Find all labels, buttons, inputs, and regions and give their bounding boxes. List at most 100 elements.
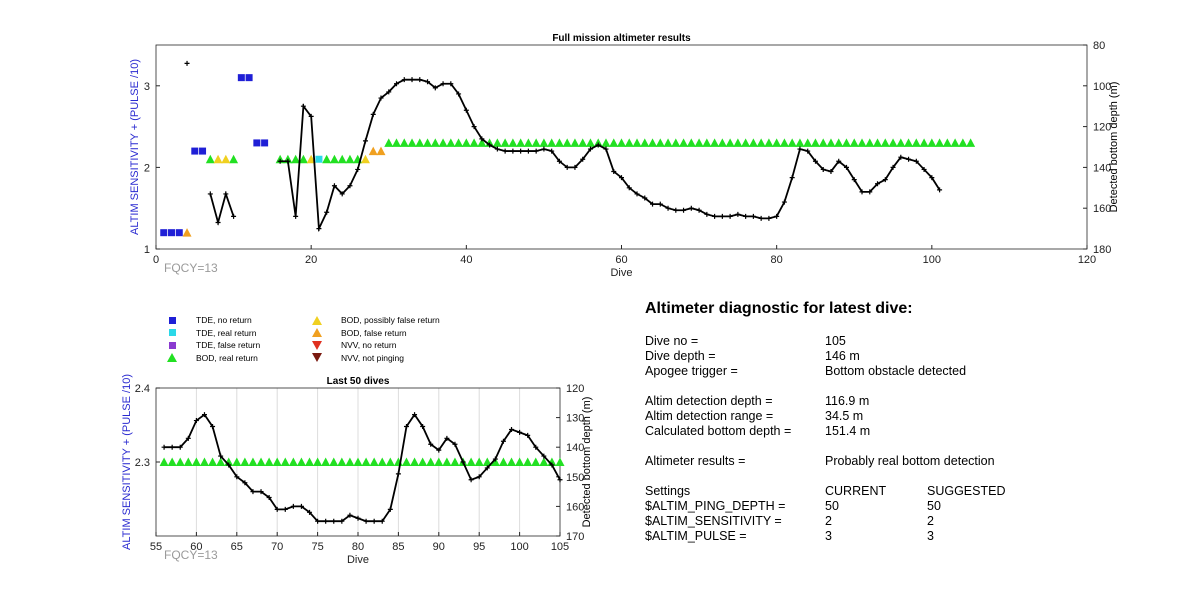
legend-item: TDE, false return (160, 340, 260, 350)
data-point-triangle (159, 457, 169, 466)
data-point-triangle (399, 138, 409, 147)
y-left-tick-label: 2.3 (135, 457, 150, 469)
data-point-triangle (361, 457, 371, 466)
data-point-triangle (221, 154, 231, 164)
depth-point (440, 81, 446, 87)
data-point-triangle (482, 457, 492, 466)
depth-point (556, 158, 562, 164)
data-point-triangle (498, 457, 508, 466)
data-point-triangle (702, 138, 712, 147)
y-right-tick-label: 100 (1093, 81, 1111, 93)
depth-point (218, 453, 224, 459)
data-point-triangle (935, 138, 945, 147)
data-point-triangle (570, 138, 580, 147)
altimeter-diagnostic-panel: Altimeter diagnostic for latest dive: Di… (645, 300, 1145, 544)
data-point-triangle (585, 138, 595, 147)
depth-point (316, 226, 322, 232)
depth-point (394, 81, 400, 87)
depth-point (525, 148, 531, 154)
x-tick-label: 90 (433, 541, 445, 553)
depth-point (875, 181, 881, 187)
data-point-triangle (305, 457, 315, 466)
data-point-triangle (539, 138, 549, 147)
depth-point (929, 175, 935, 181)
depth-point (339, 518, 345, 524)
depth-point (836, 158, 842, 164)
depth-point (379, 518, 385, 524)
data-point-triangle (216, 457, 226, 466)
suggested-header: SUGGESTED (927, 484, 1006, 498)
legend-label: NVV, not pinging (341, 352, 405, 363)
data-point-triangle (377, 457, 387, 466)
depth-point (541, 146, 547, 152)
depth-point (517, 429, 523, 435)
data-point-triangle (469, 138, 479, 147)
depth-point (906, 156, 912, 162)
data-point-triangle (601, 138, 611, 147)
depth-point (468, 477, 474, 483)
depth-point (308, 113, 314, 119)
data-point-triangle (208, 457, 218, 466)
legend-marker (305, 328, 329, 337)
x-axis-label: Dive (347, 554, 369, 566)
data-point-triangle (384, 138, 394, 147)
depth-point (487, 142, 493, 148)
setting-suggested: 50 (927, 499, 941, 513)
data-point-triangle (671, 138, 681, 147)
depth-point (603, 146, 609, 152)
legend-label: BOD, real return (196, 352, 258, 363)
data-point-triangle (438, 138, 448, 147)
data-point-triangle (430, 138, 440, 147)
legend-marker (160, 341, 184, 349)
depth-point (704, 211, 710, 217)
depth-point (210, 423, 216, 429)
data-point-triangle (337, 457, 347, 466)
x-tick-label: 105 (551, 541, 569, 553)
data-point-triangle (748, 138, 758, 147)
depth-point (277, 158, 283, 164)
data-point-triangle (353, 457, 363, 466)
depth-point (743, 213, 749, 219)
setting-row: $ALTIM_PING_DEPTH = 50 50 (645, 499, 1145, 514)
data-point-triangle (648, 138, 658, 147)
altimeter-results-label: Altimeter results = (645, 454, 746, 468)
data-point-triangle (919, 138, 929, 147)
depth-point (471, 124, 477, 130)
data-point-triangle (539, 457, 549, 466)
data-point-triangle (385, 457, 395, 466)
depth-point (339, 191, 345, 197)
y-right-tick-label: 180 (1093, 244, 1111, 256)
x-tick-label: 70 (271, 541, 283, 553)
depth-point (867, 189, 873, 195)
data-point-triangle (880, 138, 890, 147)
data-point-triangle (896, 138, 906, 147)
x-tick-label: 20 (305, 254, 317, 266)
data-point-triangle (329, 154, 339, 164)
data-point-triangle (313, 457, 323, 466)
depth-point (820, 166, 826, 172)
fqcy-annotation: FQCY=13 (164, 261, 218, 275)
depth-point (533, 148, 539, 154)
setting-suggested: 3 (927, 529, 934, 543)
depth-point (595, 142, 601, 148)
y-left-tick-label: 3 (144, 81, 150, 93)
data-point-triangle (296, 457, 306, 466)
legend-marker (160, 353, 184, 362)
depth-point (161, 444, 167, 450)
depth-point (403, 423, 409, 429)
depth-point (362, 138, 368, 144)
x-tick-label: 120 (1078, 254, 1096, 266)
y-right-axis-label: Detected bottom depth (m) (581, 397, 593, 528)
depth-point (797, 146, 803, 152)
depth-point (185, 435, 191, 441)
x-tick-label: 60 (190, 541, 202, 553)
depth-point (324, 209, 330, 215)
x-tick-label: 75 (311, 541, 323, 553)
data-point-triangle (617, 138, 626, 147)
data-point-triangle (288, 457, 298, 466)
legend-label: TDE, real return (196, 327, 257, 338)
depth-point (828, 168, 834, 174)
full-mission-chart: Full mission altimeter results 0 20 40 60 80 1… (0, 0, 1120, 279)
data-point-triangle (772, 138, 782, 147)
depth-point (290, 503, 296, 509)
